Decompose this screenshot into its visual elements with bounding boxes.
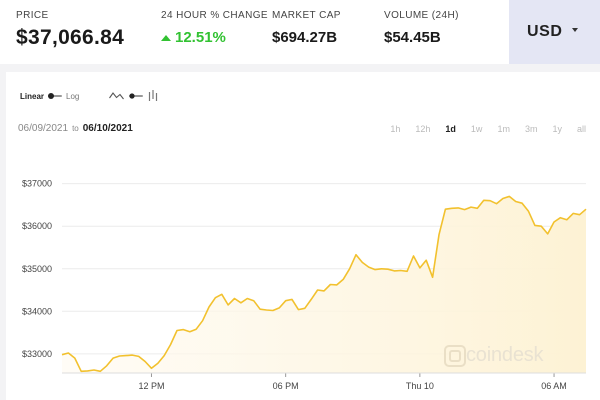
date-to-word: to <box>72 124 79 133</box>
coindesk-logo-icon <box>444 344 466 367</box>
line-chart-icon[interactable] <box>109 91 125 101</box>
watermark-text: coindesk <box>466 344 544 366</box>
range-1y[interactable]: 1y <box>552 124 562 134</box>
price-label: PRICE <box>16 10 49 21</box>
price-area-fill <box>62 196 586 373</box>
y-tick-label: $33000 <box>22 349 52 359</box>
toggle-icon[interactable] <box>129 91 144 101</box>
toggle-track <box>48 95 63 97</box>
y-tick-label: $34000 <box>22 306 52 316</box>
y-tick-label: $36000 <box>22 221 52 231</box>
price-line <box>61 195 587 373</box>
x-tick-label: 12 PM <box>138 381 164 391</box>
chart-type-controls <box>109 90 158 102</box>
y-tick-label: $37000 <box>22 179 52 189</box>
range-all[interactable]: all <box>576 124 586 134</box>
stats-bar: PRICE $37,066.84 24 HOUR % CHANGE 12.51%… <box>0 0 600 64</box>
price-chart-card: Linear Log 06/09/2021 to 06/10/2021 1h 12… <box>6 72 600 400</box>
date-from[interactable]: 06/09/2021 <box>18 123 69 134</box>
range-1h[interactable]: 1h <box>390 124 401 134</box>
range-1w[interactable]: 1w <box>470 124 483 134</box>
market-cap-value: $694.27B <box>272 29 338 46</box>
linear-label[interactable]: Linear <box>20 91 45 101</box>
range-3m[interactable]: 3m <box>524 124 538 134</box>
arrow-up-icon <box>161 34 171 41</box>
volume-stat: VOLUME (24H) $54.45B <box>384 10 459 46</box>
date-to[interactable]: 06/10/2021 <box>82 123 133 134</box>
price-stat: PRICE $37,066.84 <box>16 10 124 50</box>
range-1d[interactable]: 1d <box>445 124 456 134</box>
toggle-knob <box>48 93 55 99</box>
bar-chart-icon[interactable] <box>148 90 158 102</box>
price-value: $37,066.84 <box>16 26 125 49</box>
volume-value: $54.45B <box>384 29 441 46</box>
scale-toggle[interactable] <box>48 93 63 99</box>
time-range-selector: 1h 12h 1d 1w 1m 3m 1y all <box>375 124 586 134</box>
market-cap-label: MARKET CAP <box>272 10 341 21</box>
range-1m[interactable]: 1m <box>497 124 510 134</box>
price-chart: $33000 $34000 $35000 $36000 $37000 12 PM 06 PM… <box>22 179 587 391</box>
x-tick-label: 06 PM <box>273 381 299 391</box>
volume-label: VOLUME (24H) <box>384 10 459 21</box>
change-value: 12.51% <box>175 29 226 46</box>
change-stat: 24 HOUR % CHANGE 12.51% <box>161 10 268 46</box>
market-cap-stat: MARKET CAP $694.27B <box>272 10 341 46</box>
chevron-down-icon <box>571 28 578 32</box>
currency-dropdown[interactable]: USD <box>509 0 600 64</box>
currency-label: USD <box>527 23 563 40</box>
range-12h[interactable]: 12h <box>415 124 431 134</box>
x-tick-label: Thu 10 <box>406 381 434 391</box>
log-label[interactable]: Log <box>66 91 80 101</box>
change-label: 24 HOUR % CHANGE <box>161 10 268 21</box>
change-value-row: 12.51% <box>161 29 268 46</box>
chart-controls: Linear Log <box>20 90 158 102</box>
y-tick-label: $35000 <box>22 264 52 274</box>
date-range: 06/09/2021 to 06/10/2021 <box>18 123 133 134</box>
watermark: coindesk <box>444 344 544 367</box>
x-tick-label: 06 AM <box>541 381 567 391</box>
